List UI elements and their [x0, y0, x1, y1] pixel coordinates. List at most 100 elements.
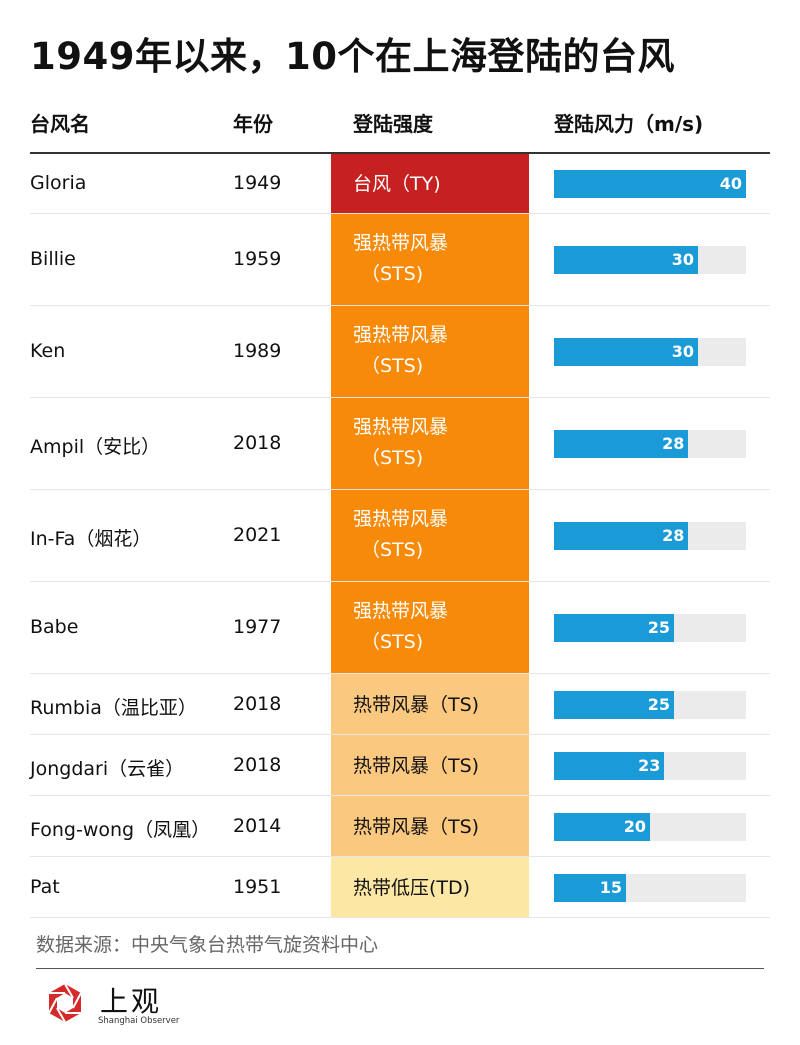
intensity-cell: 台风（TY): [331, 154, 529, 214]
intensity-label: 强热带风暴: [353, 232, 449, 254]
wind-bar-track: 23: [554, 751, 746, 780]
typhoon-name: In-Fa（烟花）: [30, 528, 152, 550]
typhoon-year: 1951: [233, 875, 282, 898]
table-row: Gloria 1949 台风（TY) 40: [30, 154, 770, 214]
footer-rule: [36, 968, 764, 969]
intensity-label: （STS): [361, 355, 424, 377]
chart-title: 1949年以来，10个在上海登陆的台风: [30, 35, 675, 78]
typhoon-name: Babe: [30, 616, 79, 638]
table-row: Jongdari（云雀） 2018 热带风暴（TS) 23: [30, 735, 770, 796]
intensity-label: 强热带风暴: [353, 416, 449, 438]
wind-bar-track: 40: [554, 170, 746, 198]
intensity-cell: 强热带风暴 （STS): [331, 490, 529, 582]
typhoon-year: 2021: [233, 524, 282, 546]
wind-value-label: 40: [719, 174, 742, 193]
row-divider: [30, 581, 770, 582]
row-divider: [30, 489, 770, 490]
header-name: 台风名: [30, 112, 90, 136]
typhoon-name: Pat: [30, 875, 60, 898]
row-divider: [30, 917, 770, 918]
wind-value-label: 25: [647, 618, 670, 637]
row-divider: [30, 734, 770, 735]
row-divider: [30, 795, 770, 796]
intensity-label: 强热带风暴: [353, 508, 449, 530]
typhoon-name: Jongdari（云雀）: [30, 757, 185, 780]
table-row: Billie 1959 强热带风暴 （STS) 30: [30, 214, 770, 306]
logo-name-en: Shanghai Observer: [98, 1016, 180, 1026]
wind-bar: 25: [554, 690, 674, 719]
intensity-label: （STS): [361, 263, 424, 285]
typhoon-name: Fong-wong（凤凰）: [30, 818, 211, 841]
row-divider: [30, 673, 770, 674]
header-year: 年份: [233, 112, 273, 136]
wind-bar: 40: [554, 170, 746, 198]
wind-bar: 25: [554, 614, 674, 642]
intensity-cell: 热带风暴（TS): [331, 796, 529, 857]
wind-value-label: 20: [623, 816, 646, 836]
wind-value-label: 25: [647, 694, 670, 714]
wind-bar-track: 28: [554, 430, 746, 458]
typhoon-year: 1959: [233, 248, 282, 270]
table-header: 台风名 年份 登陆强度 登陆风力（m/s): [30, 108, 770, 153]
intensity-label: 强热带风暴: [353, 600, 449, 622]
wind-bar-track: 30: [554, 246, 746, 274]
wind-bar: 28: [554, 522, 689, 550]
aperture-logo-icon: [48, 983, 82, 1023]
intensity-cell: 强热带风暴 （STS): [331, 306, 529, 398]
source-note: 数据来源：中央气象台热带气旋资料中心: [36, 934, 379, 956]
intensity-label: （STS): [361, 539, 424, 561]
intensity-cell: 强热带风暴 （STS): [331, 582, 529, 674]
row-divider: [30, 856, 770, 857]
wind-bar-track: 20: [554, 812, 746, 841]
wind-bar: 30: [554, 338, 698, 366]
typhoon-year: 2018: [233, 432, 282, 454]
typhoon-year: 1949: [233, 172, 282, 194]
intensity-cell: 热带风暴（TS): [331, 674, 529, 735]
wind-bar: 15: [554, 873, 626, 902]
typhoon-year: 2018: [233, 692, 282, 715]
typhoon-year: 2014: [233, 814, 282, 837]
wind-value-label: 30: [671, 342, 694, 361]
intensity-cell: 强热带风暴 （STS): [331, 214, 529, 306]
intensity-cell: 热带风暴（TS): [331, 735, 529, 796]
wind-bar-track: 30: [554, 338, 746, 366]
wind-bar-track: 25: [554, 614, 746, 642]
typhoon-year: 1989: [233, 340, 282, 362]
wind-bar-track: 15: [554, 873, 746, 902]
logo-name-cn: 上观: [100, 985, 163, 1018]
table-row: Fong-wong（凤凰） 2014 热带风暴（TS) 20: [30, 796, 770, 857]
logo: 上观 Shanghai Observer: [44, 980, 204, 1030]
table-row: Babe 1977 强热带风暴 （STS) 25: [30, 582, 770, 674]
intensity-label: 热带风暴（TS): [353, 693, 480, 716]
header-rule: [30, 152, 770, 154]
typhoon-name: Rumbia（温比亚）: [30, 696, 197, 719]
intensity-label: （STS): [361, 447, 424, 469]
wind-bar: 30: [554, 246, 698, 274]
intensity-cell: 热带低压(TD): [331, 857, 529, 918]
header-intensity: 登陆强度: [353, 112, 433, 136]
typhoon-year: 1977: [233, 616, 282, 638]
intensity-label: 热带风暴（TS): [353, 754, 480, 777]
table-body: Gloria 1949 台风（TY) 40 Billie 1959 强热带风暴 （STS) 30…: [30, 154, 770, 918]
wind-bar: 20: [554, 812, 650, 841]
intensity-cell: 强热带风暴 （STS): [331, 398, 529, 490]
typhoon-year: 2018: [233, 753, 282, 776]
typhoon-name: Billie: [30, 248, 76, 270]
wind-bar-track: 25: [554, 690, 746, 719]
intensity-label: 强热带风暴: [353, 324, 449, 346]
intensity-label: 热带风暴（TS): [353, 815, 480, 838]
wind-bar: 28: [554, 430, 689, 458]
wind-value-label: 30: [671, 250, 694, 269]
typhoon-name: Ampil（安比）: [30, 436, 161, 458]
table-row: In-Fa（烟花） 2021 强热带风暴 （STS) 28: [30, 490, 770, 582]
wind-bar-track: 28: [554, 522, 746, 550]
table-row: Rumbia（温比亚） 2018 热带风暴（TS) 25: [30, 674, 770, 735]
intensity-label: （STS): [361, 631, 424, 653]
typhoon-name: Ken: [30, 340, 66, 362]
intensity-label: 热带低压(TD): [353, 876, 471, 899]
wind-value-label: 28: [662, 434, 685, 453]
table-row: Ken 1989 强热带风暴 （STS) 30: [30, 306, 770, 398]
wind-bar: 23: [554, 751, 665, 780]
table-row: Ampil（安比） 2018 强热带风暴 （STS) 28: [30, 398, 770, 490]
wind-value-label: 15: [599, 877, 622, 897]
